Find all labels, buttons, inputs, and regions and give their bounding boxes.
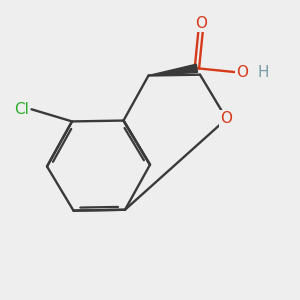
Text: O: O — [220, 111, 232, 126]
Text: H: H — [257, 65, 269, 80]
Text: O: O — [195, 16, 207, 31]
Text: Cl: Cl — [14, 102, 28, 117]
Polygon shape — [148, 64, 197, 76]
Text: O: O — [236, 65, 248, 80]
